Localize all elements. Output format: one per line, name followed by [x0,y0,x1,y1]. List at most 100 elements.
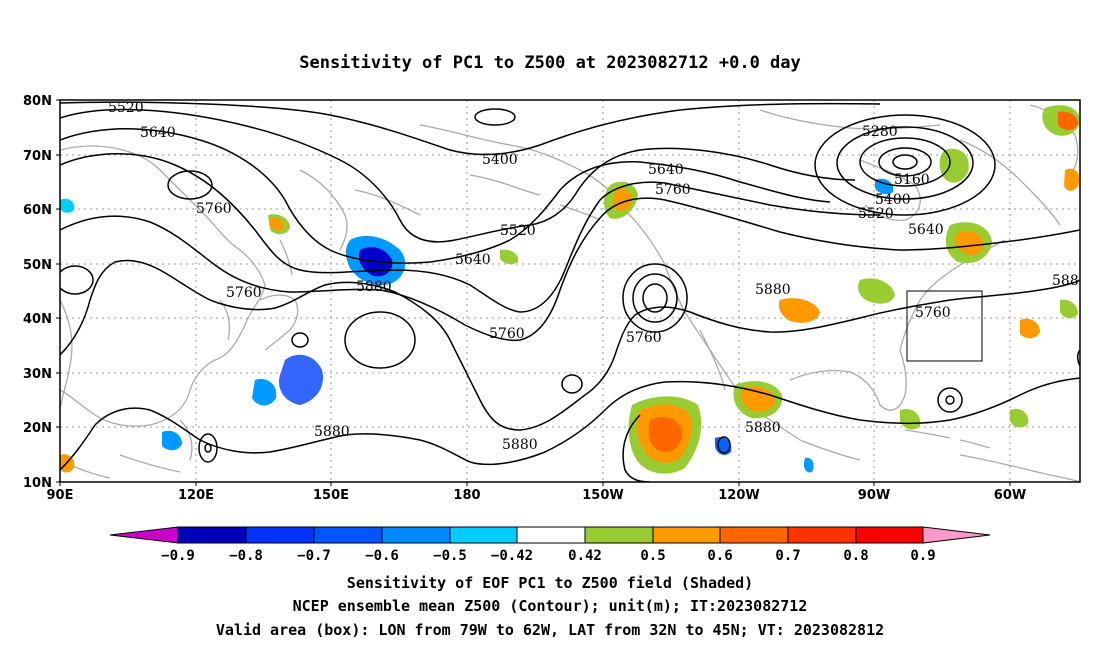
shade-pos [1064,168,1080,191]
contour-label: 5400 [482,152,518,168]
shade-pos [955,230,984,255]
contour-label: 5760 [655,182,691,198]
lat-label: 60N [23,203,52,218]
shade-pos [778,298,820,323]
shade-pos [858,278,895,304]
figure-title: Sensitivity of PC1 to Z500 at 2023082712… [299,53,801,73]
contour-label: 5880 [745,420,781,436]
colorbar-label: 0.9 [910,548,935,564]
contour-label: 5520 [858,206,894,222]
map-frame [59,99,1081,483]
contour-label: 5880 [314,424,350,440]
captions: Sensitivity of EOF PC1 to Z500 field (Sh… [216,574,884,639]
colorbar-low-arrow [109,526,179,544]
colorbar-swatch [516,526,586,544]
lat-label: 70N [23,149,52,164]
lon-label: 150W [582,488,623,503]
colorbar-label: 0.8 [843,548,868,564]
shading [60,105,1080,474]
colorbar-swatch [313,526,383,544]
contour-label: 5640 [648,162,684,178]
lat-label: 40N [23,312,52,327]
lon-label: 90E [47,488,74,503]
contour-label: 5760 [196,201,232,217]
colorbar-swatch [245,526,315,544]
shade-pos [613,188,633,211]
contour-label: 5760 [626,330,662,346]
lon-label: 90W [858,488,890,503]
colorbar-label: −0.8 [229,548,263,564]
lat-label: 80N [23,94,52,109]
lat-label: 20N [23,421,52,436]
colorbar-swatch [652,526,721,544]
lon-label: 60W [994,488,1026,503]
contour-labels: 5520 5640 5400 5640 5760 5280 5160 5400 … [108,100,1079,453]
shade-pos [1058,111,1078,131]
lat-label: 10N [23,476,52,491]
colorbar-swatch [584,526,654,544]
contour-label: 5640 [908,222,944,238]
valid-area-box [906,290,983,362]
colorbar-label: −0.5 [433,548,467,564]
contour-label: 5400 [875,192,911,208]
map-panel: 5520 5640 5400 5640 5760 5280 5160 5400 … [23,94,1081,503]
shade-pos [900,408,921,430]
colorbar-label: −0.9 [161,548,195,564]
shade-neg [252,379,277,406]
contour-label: 5760 [489,326,525,342]
contour-label: 5760 [915,305,951,321]
contour-label: 5640 [140,125,176,141]
colorbar-label: −0.6 [365,548,399,564]
lon-labels: 90E 120E 150E 180 150W 120W 90W 60W [47,488,1027,503]
shade-pos [270,217,285,231]
lat-label: 30N [23,367,52,382]
colorbar-swatch [177,526,247,544]
colorbar-swatch [787,526,857,544]
shade-pos [939,148,969,183]
colorbar-swatch [449,526,518,544]
shade-pos [740,386,775,412]
colorbar-label: 0.7 [775,548,800,564]
contour-label: 588 [1052,273,1079,289]
colorbar-label: −0.42 [491,548,533,564]
colorbar-swatch [719,526,789,544]
shade-pos [1010,408,1029,428]
lon-label: 180 [453,488,480,503]
grid-lines [60,100,1080,482]
contour-label: 5760 [226,285,262,301]
shade-neg [60,198,75,213]
colorbar-swatch [855,526,924,544]
shade-pos [500,249,519,265]
axis-ticks [56,99,1011,486]
colorbar: −0.9 −0.8 −0.7 −0.6 −0.5 −0.42 0.42 0.5 … [109,526,991,564]
contour-label: 5880 [502,437,538,453]
contour-label: 5880 [356,279,392,295]
contour-label: 5880 [755,282,791,298]
lon-label: 120W [718,488,759,503]
shade-neg [162,430,182,451]
shade-neg [803,457,814,473]
colorbar-label: −0.7 [297,548,331,564]
caption-contour: NCEP ensemble mean Z500 (Contour); unit(… [293,597,808,615]
colorbar-swatch [381,526,451,544]
shade-neg [279,354,324,405]
caption-shaded: Sensitivity of EOF PC1 to Z500 field (Sh… [347,574,753,592]
shade-pos [1020,318,1040,339]
caption-valid-area: Valid area (box): LON from 79W to 62W, L… [216,621,884,639]
contour-label: 5640 [455,252,491,268]
lat-label: 50N [23,258,52,273]
colorbar-high-arrow [922,526,991,544]
lon-label: 120E [178,488,214,503]
colorbar-label: 0.5 [640,548,665,564]
contour-label: 5520 [108,100,144,116]
shade-pos [1060,299,1078,319]
lat-labels: 80N 70N 60N 50N 40N 30N 20N 10N [23,94,52,491]
z500-contours [60,101,1080,482]
lon-label: 150E [313,488,349,503]
shade-pos [648,417,683,452]
contour-label: 5520 [500,223,536,239]
contour-label: 5280 [862,124,898,140]
contour-label: 5160 [894,172,930,188]
colorbar-label: 0.6 [707,548,732,564]
